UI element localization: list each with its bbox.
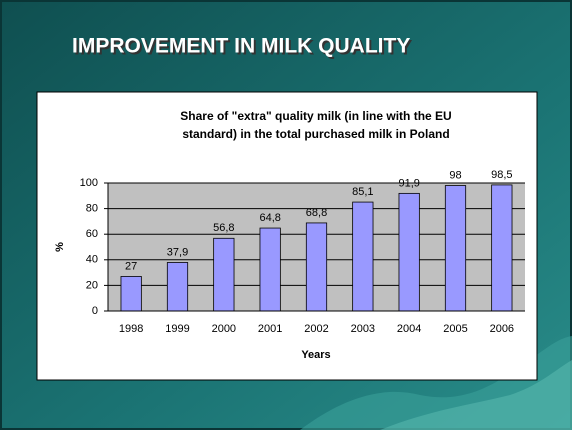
x-tick-label: 2003 [351,323,375,335]
data-label: 91,9 [398,177,419,189]
y-tick-label: 100 [80,177,98,189]
y-tick-label: 20 [86,279,98,291]
chart-title: standard) in the total purchased milk in… [182,127,449,141]
data-label: 98,5 [491,169,512,181]
bar [398,192,420,312]
x-tick-label: 2000 [212,323,236,335]
data-label: 56,8 [213,222,234,234]
slide-title: IMPROVEMENT IN MILK QUALITY [72,35,410,58]
x-tick-label: 2002 [304,323,328,335]
bar [352,201,374,312]
x-tick-label: 1999 [165,323,189,335]
wave [380,360,572,430]
data-label: 64,8 [259,212,280,224]
data-label: 27 [125,260,137,272]
x-tick-label: 2005 [443,323,467,335]
chart-title: Share of "extra" quality milk (in line w… [180,109,451,123]
y-tick-label: 80 [86,203,98,215]
y-tick-label: 0 [92,305,98,317]
bar [120,276,142,312]
y-axis-label: % [54,242,66,252]
data-label: 37,9 [167,246,188,258]
x-tick-label: 2006 [490,323,514,335]
bar [444,185,467,312]
bar [213,237,235,312]
y-tick-label: 40 [86,254,98,266]
bar [166,262,189,312]
data-label: 85,1 [352,186,373,198]
data-label: 68,8 [306,207,327,219]
y-tick-label: 60 [86,228,98,240]
bar [491,184,513,312]
x-tick-label: 1998 [119,323,143,335]
bar [305,222,328,312]
bar [259,227,281,312]
slide-title-shadow: IMPROVEMENT IN MILK QUALITY [74,37,412,60]
x-tick-label: 2004 [397,323,421,335]
data-label: 98 [449,169,461,181]
x-axis-label: Years [301,349,330,361]
x-tick-label: 2001 [258,323,282,335]
